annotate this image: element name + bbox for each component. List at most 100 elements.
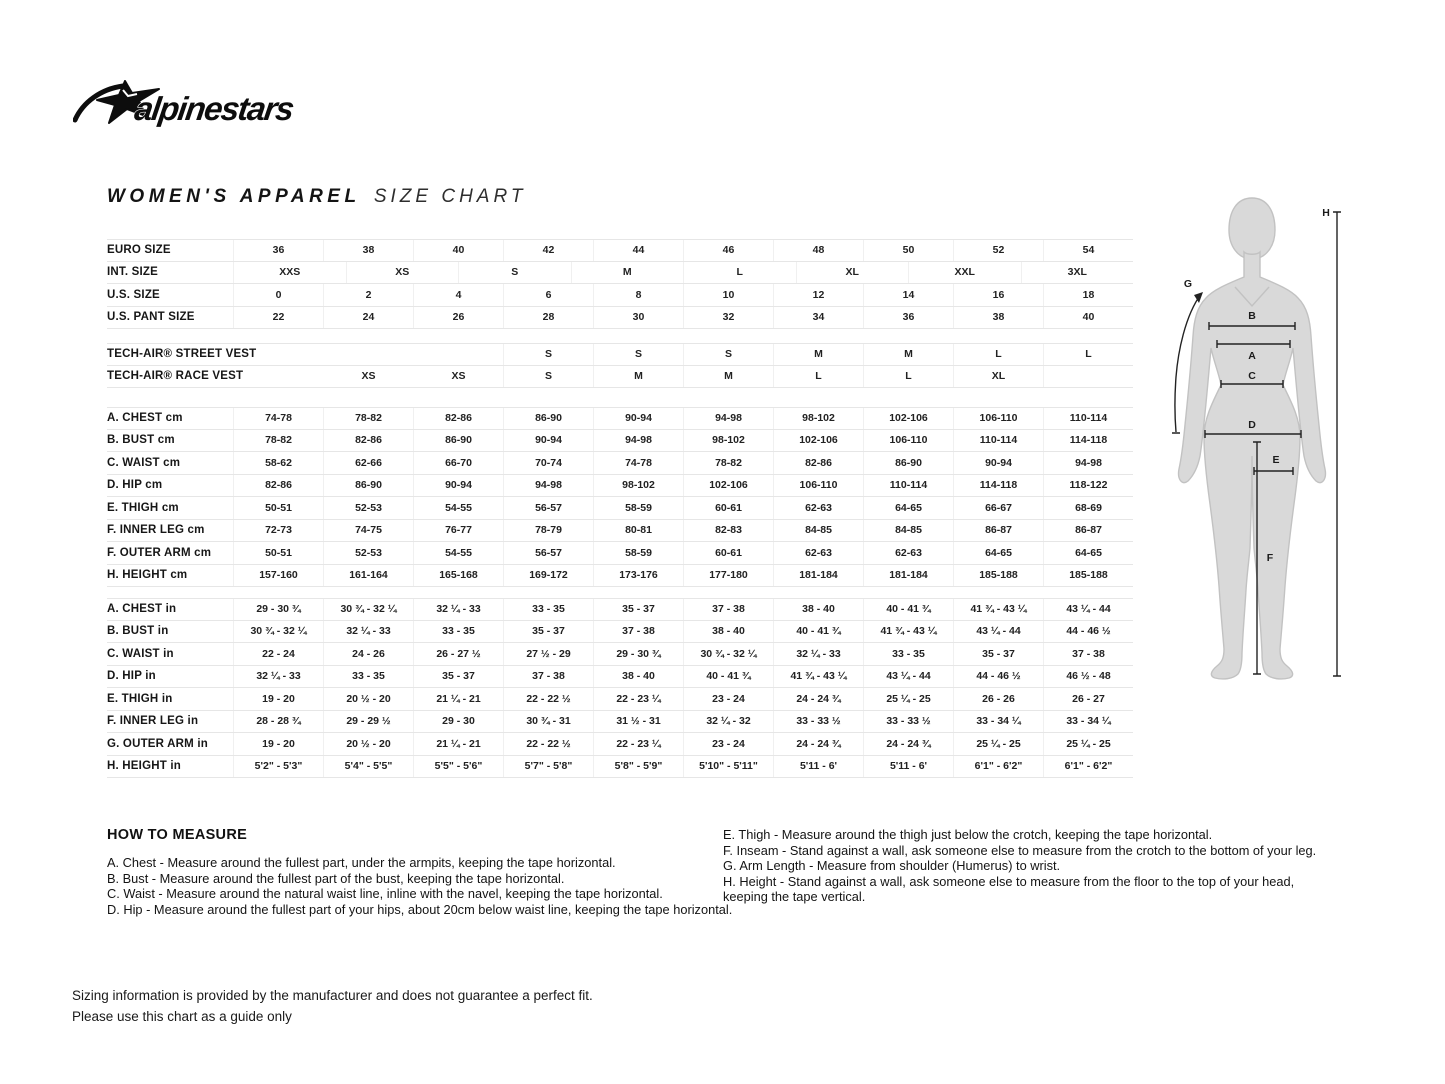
size-cell: 30 ¾ - 32 ¼ — [683, 643, 773, 665]
size-cell: 82-86 — [773, 452, 863, 474]
size-cell: 41 ¾ - 43 ¼ — [953, 599, 1043, 620]
size-cell: 22 - 22 ½ — [503, 733, 593, 755]
size-cell: 58-59 — [593, 542, 683, 564]
size-cell: 64-65 — [863, 497, 953, 519]
row-label: E. THIGH in — [107, 692, 173, 705]
size-cell: 82-86 — [323, 429, 413, 451]
size-cell: 43 ¼ - 44 — [1043, 599, 1133, 620]
size-cell: 38 - 40 — [593, 665, 683, 687]
size-cell: 54 — [1043, 240, 1133, 261]
row-label: U.S. SIZE — [107, 288, 160, 301]
row-cells: 0 2 4 6 8 10 12 14 16 18 — [233, 284, 1133, 306]
size-cell: 52-53 — [323, 497, 413, 519]
size-cell: 114-118 — [953, 474, 1043, 496]
size-cell: 33 - 35 — [503, 599, 593, 620]
row-cells: 19 - 20 20 ½ - 20 21 ¼ - 21 22 - 22 ½ 22 - 2… — [233, 688, 1133, 710]
size-cell: 40 — [1043, 306, 1133, 328]
size-cell: 42 — [503, 240, 593, 261]
size-cell: 22 - 23 ¼ — [593, 688, 683, 710]
row-cells: XXS XS S M L XL XXL 3XL — [233, 261, 1133, 283]
size-cell: 41 ¾ - 43 ¼ — [773, 665, 863, 687]
size-cell: 38 - 40 — [773, 599, 863, 620]
size-cell: 110-114 — [863, 474, 953, 496]
size-cell: 66-70 — [413, 452, 503, 474]
row-cells: 22 24 26 28 30 32 34 36 38 40 — [233, 306, 1133, 328]
size-cell: 78-79 — [503, 519, 593, 541]
table-row: INT. SIZE XXS XS S M L XL XXL 3XL — [107, 261, 1133, 284]
row-label: U.S. PANT SIZE — [107, 311, 195, 324]
size-cell: 24 - 24 ¾ — [863, 733, 953, 755]
size-cell: 86-90 — [863, 452, 953, 474]
size-cell: 82-86 — [233, 474, 323, 496]
size-cell: 21 ¼ - 21 — [413, 688, 503, 710]
size-cell: 32 — [683, 306, 773, 328]
size-cell: 24 - 24 ¾ — [773, 688, 863, 710]
table-row: TECH-AIR® RACE VEST XS XS S M M L L XL — [107, 365, 1133, 388]
size-cell — [233, 344, 323, 365]
size-cell: 24 - 24 ¾ — [773, 733, 863, 755]
size-cell: 94-98 — [1043, 452, 1133, 474]
size-cell: 64-65 — [953, 542, 1043, 564]
size-cell: 82-86 — [413, 408, 503, 429]
size-cell: 26 - 26 — [953, 688, 1043, 710]
size-cell: M — [593, 365, 683, 387]
size-cell: 76-77 — [413, 519, 503, 541]
table-row: D. HIP in 32 ¼ - 33 33 - 35 35 - 37 37 - 38 3… — [107, 665, 1133, 688]
size-cell: 60-61 — [683, 497, 773, 519]
figure-label-chest: A — [1248, 350, 1256, 362]
size-cell: 56-57 — [503, 497, 593, 519]
size-cell: 86-90 — [323, 474, 413, 496]
figure-label-thigh: E — [1272, 454, 1279, 466]
size-cell: 21 ¼ - 21 — [413, 733, 503, 755]
size-cell: 35 - 37 — [953, 643, 1043, 665]
size-cell: 25 ¼ - 25 — [953, 733, 1043, 755]
size-cell: 64-65 — [1043, 542, 1133, 564]
table-row: A. CHEST cm 74-78 78-82 82-86 86-90 90-94 94-9… — [107, 407, 1133, 430]
size-cell: 90-94 — [413, 474, 503, 496]
size-cell: 50-51 — [233, 497, 323, 519]
measure-instruction: E. Thigh - Measure around the thigh just… — [723, 827, 1213, 842]
size-cell: 74-78 — [593, 452, 683, 474]
size-cell: 90-94 — [593, 408, 683, 429]
figure-label-inseam: F — [1267, 552, 1274, 564]
size-cell: 6 — [503, 284, 593, 306]
size-cell: 94-98 — [683, 408, 773, 429]
size-cell: 118-122 — [1043, 474, 1133, 496]
size-cell: 35 - 37 — [413, 665, 503, 687]
size-cell: 40 - 41 ¾ — [773, 620, 863, 642]
size-cell: 32 ¼ - 33 — [323, 620, 413, 642]
table-row: H. HEIGHT in 5'2" - 5'3" 5'4" - 5'5" 5'5" -… — [107, 755, 1133, 778]
disclaimer-line-2: Please use this chart as a guide only — [72, 1009, 292, 1024]
size-cell: 5'11 - 6' — [863, 755, 953, 777]
row-label: TECH-AIR® STREET VEST — [107, 348, 257, 361]
size-cell: 169-172 — [503, 564, 593, 586]
size-cell: 41 ¾ - 43 ¼ — [863, 620, 953, 642]
size-cell: 29 - 29 ½ — [323, 710, 413, 732]
size-cell: M — [863, 344, 953, 365]
size-cell: 68-69 — [1043, 497, 1133, 519]
size-cell: 72-73 — [233, 519, 323, 541]
size-cell: 12 — [773, 284, 863, 306]
size-cell: 30 ¾ - 32 ¼ — [233, 620, 323, 642]
size-table-techair-group: TECH-AIR® STREET VEST S S S M M L L TECH-AIR® RA… — [107, 343, 1133, 388]
size-cell: XL — [953, 365, 1043, 387]
row-label: A. CHEST cm — [107, 412, 183, 425]
size-cell: 102-106 — [683, 474, 773, 496]
size-cell: 35 - 37 — [503, 620, 593, 642]
size-cell: 26 — [413, 306, 503, 328]
size-table-cm-group: A. CHEST cm 74-78 78-82 82-86 86-90 90-94 94-9… — [107, 407, 1133, 587]
size-cell: 14 — [863, 284, 953, 306]
row-label: H. HEIGHT in — [107, 760, 181, 773]
size-cell: L — [863, 365, 953, 387]
alpinestars-star-icon — [73, 80, 160, 124]
size-cell: 62-63 — [773, 542, 863, 564]
row-label: INT. SIZE — [107, 266, 159, 279]
measure-instruction: G. Arm Length - Measure from shoulder (H… — [723, 858, 1061, 874]
size-cell — [413, 344, 503, 365]
table-row: G. OUTER ARM in 19 - 20 20 ½ - 20 21 ¼ - 21… — [107, 733, 1133, 756]
size-cell: 33 - 35 — [413, 620, 503, 642]
size-cell: XS — [451, 370, 466, 383]
table-row: B. BUST cm 78-82 82-86 86-90 90-94 94-98 98-10… — [107, 429, 1133, 452]
figure-label-hip: D — [1248, 419, 1256, 431]
